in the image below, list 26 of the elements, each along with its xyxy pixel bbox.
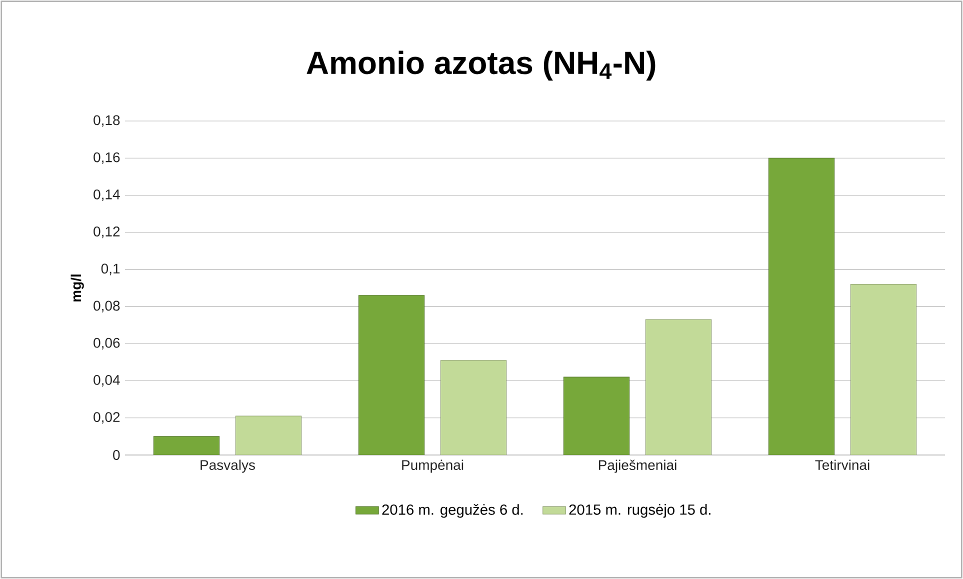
- bar: [563, 376, 630, 455]
- x-tick-label: Pumpėnai: [402, 460, 464, 473]
- y-tick-label: 0,08: [94, 300, 120, 312]
- legend-label: 2016 m. gegužės 6 d.: [382, 504, 523, 518]
- bar: [153, 436, 220, 455]
- bar: [358, 295, 425, 455]
- x-tick-label: Tetirvinai: [815, 460, 870, 470]
- bar: [440, 360, 507, 455]
- legend-label: 2015 m. rugsėjo 15 d.: [569, 504, 710, 518]
- y-axis-title: mg/l: [70, 274, 84, 302]
- y-tick-label: 0,04: [94, 375, 120, 387]
- y-tick-label: 0,18: [94, 115, 120, 127]
- y-tick-label: 0,16: [94, 152, 120, 164]
- x-tick-label: Pajiešmeniai: [598, 460, 676, 473]
- y-tick-label: 0,14: [94, 189, 120, 202]
- chart-title: Amonio azotas (NH$_{4}$-N): [306, 50, 656, 81]
- x-tick-label: Pasvalys: [200, 460, 255, 473]
- bar: [235, 416, 302, 455]
- y-tick-label: 0: [113, 450, 120, 460]
- bar: [645, 319, 712, 455]
- bar: [768, 158, 835, 455]
- y-tick-label: 0,1: [101, 264, 120, 276]
- y-tick-label: 0,06: [94, 338, 120, 350]
- y-tick-label: 0,12: [94, 226, 120, 238]
- bar: [850, 284, 917, 455]
- y-tick-label: 0,02: [94, 412, 120, 424]
